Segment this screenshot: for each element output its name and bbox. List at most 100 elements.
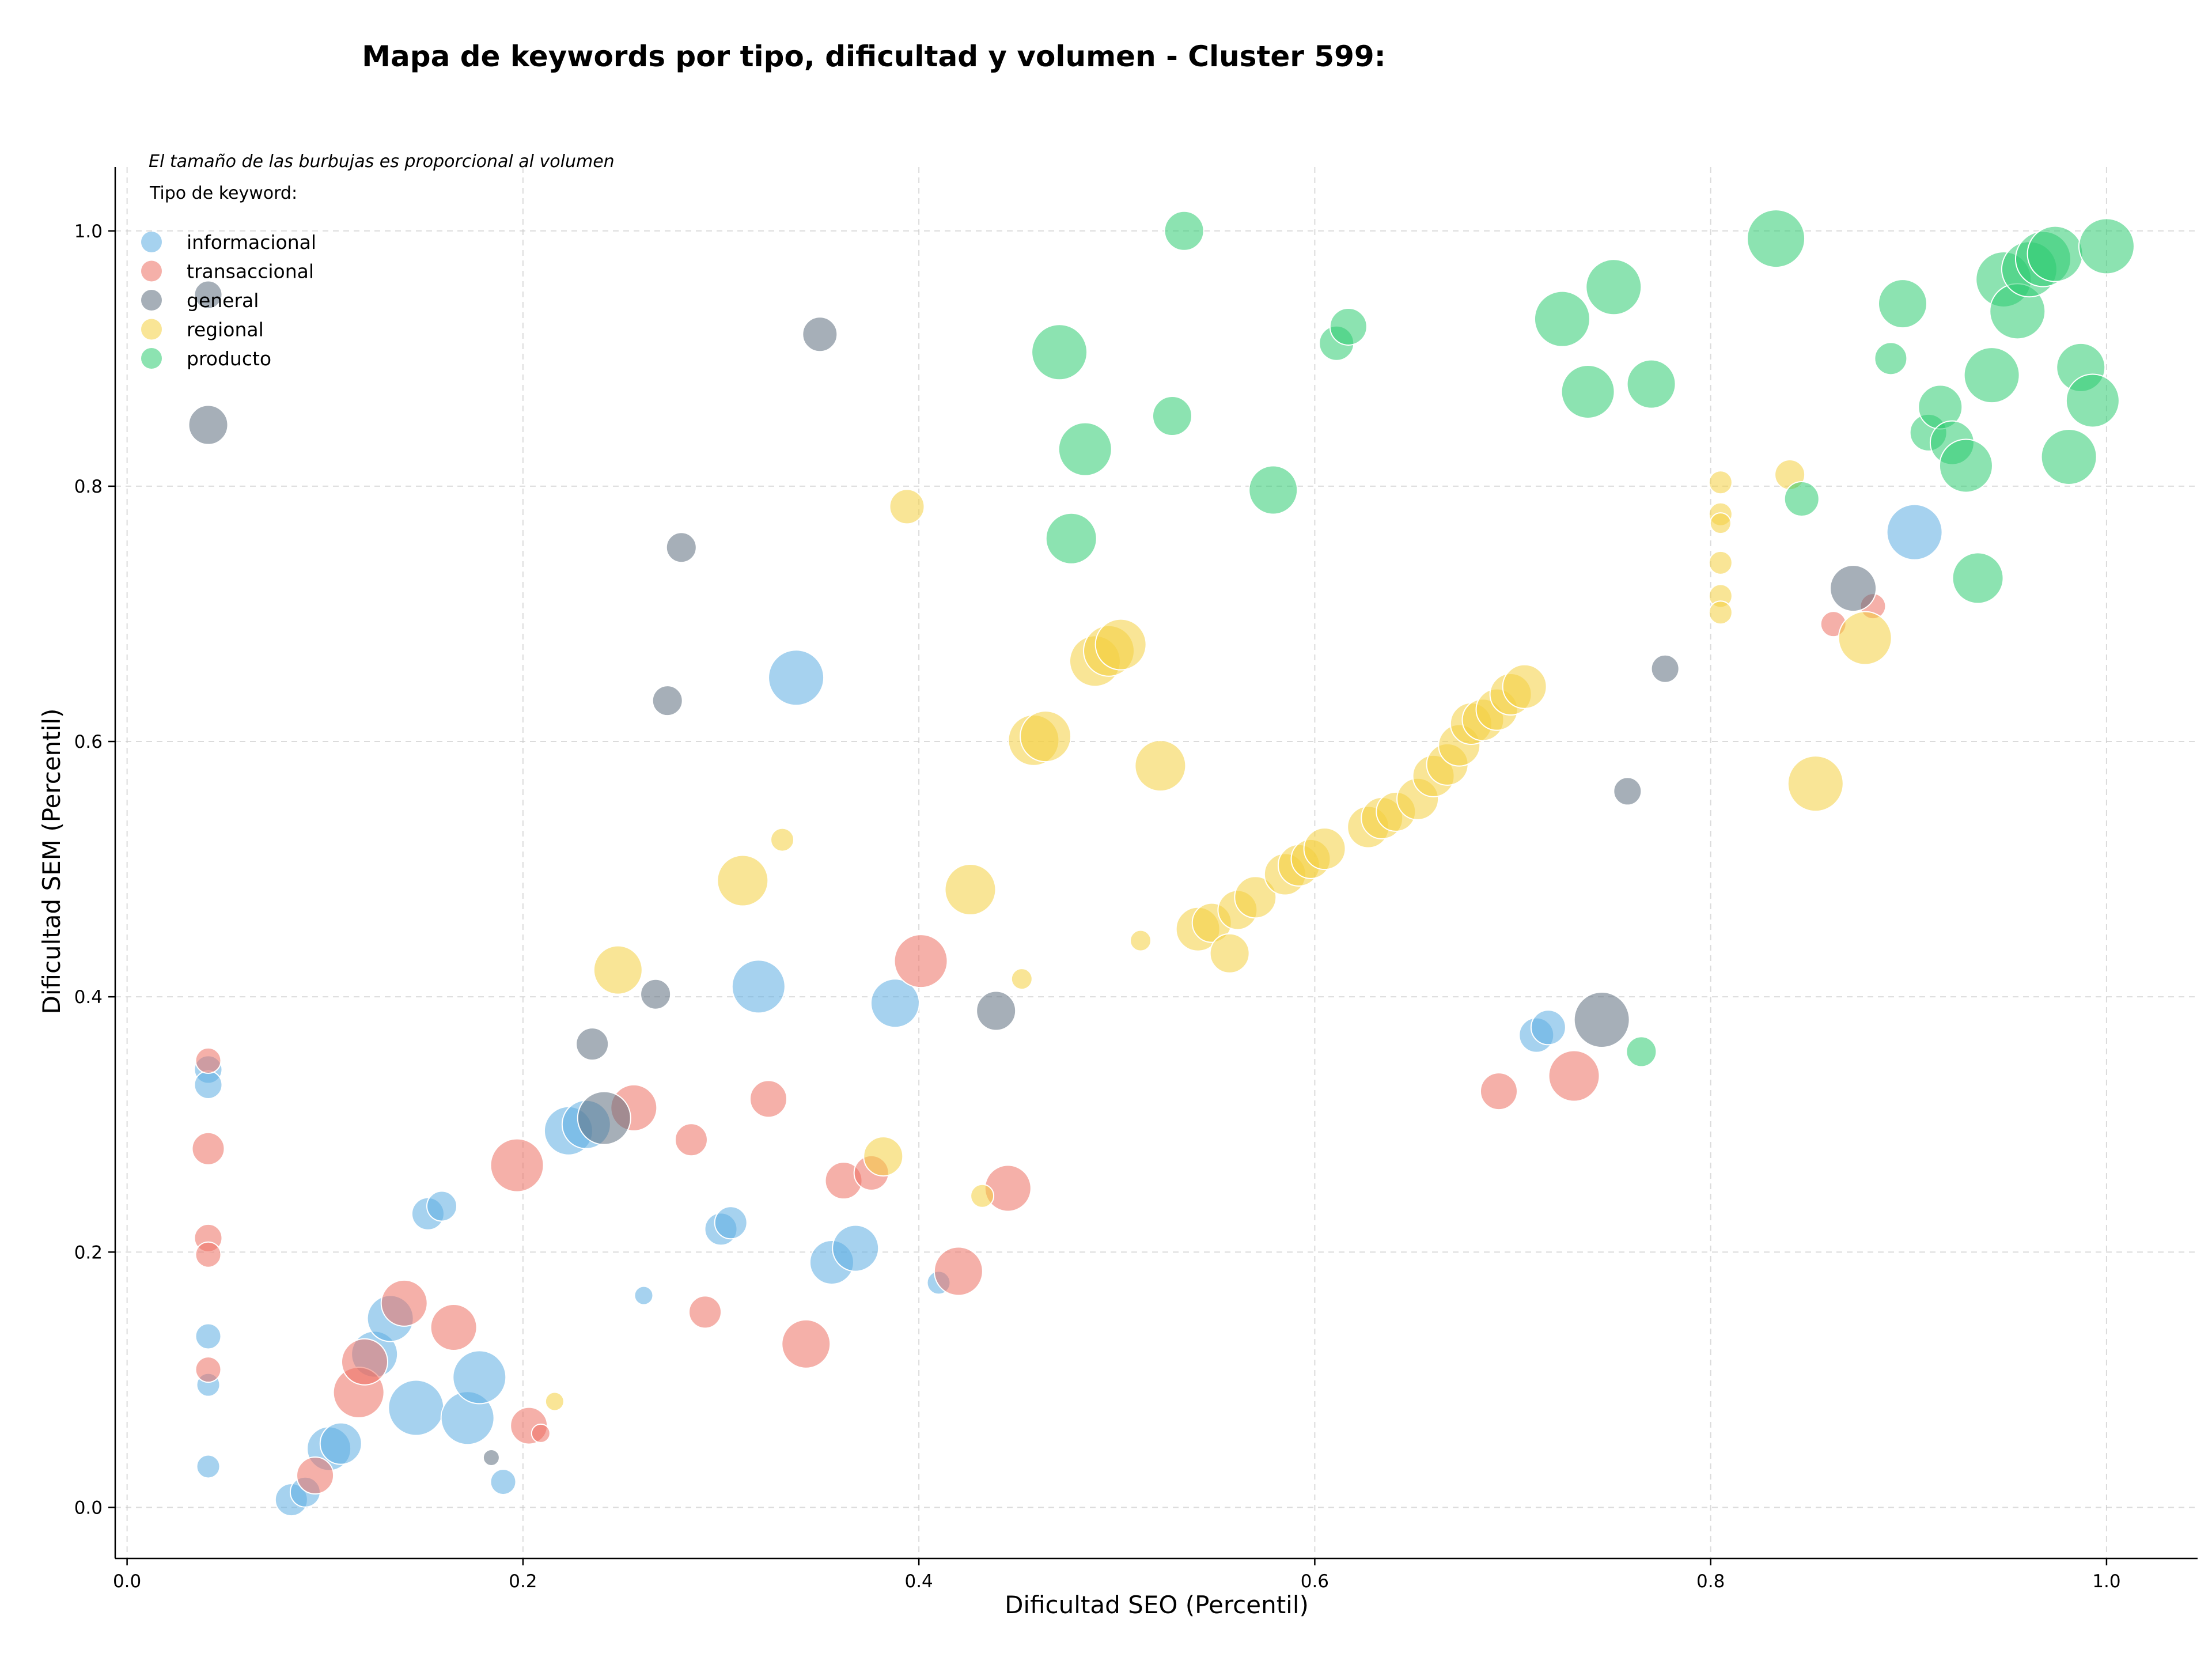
bubble-regional: [944, 864, 997, 916]
legend-marker-informacional: [141, 232, 162, 252]
bubble-informacional: [196, 1454, 221, 1479]
legend-label-transaccional: transaccional: [187, 260, 314, 283]
x-tick-label: 1.0: [2092, 1571, 2120, 1592]
bubble-general: [188, 404, 229, 445]
bubble-regional: [889, 489, 925, 525]
bubble-producto: [1874, 342, 1908, 376]
bubble-regional: [1708, 470, 1733, 495]
bubble-regional: [593, 945, 643, 995]
bubble-producto: [1952, 552, 2004, 604]
bubble-producto: [1560, 364, 1615, 419]
y-tick-label: 0.6: [74, 732, 103, 752]
bubble-general: [1830, 565, 1877, 612]
bubble-informacional: [832, 1224, 880, 1272]
bubble-general: [194, 280, 223, 309]
bubble-regional: [1134, 740, 1187, 792]
bubble-informacional: [388, 1379, 445, 1436]
x-tick-label: 0.6: [1301, 1571, 1329, 1592]
series-regional: [544, 459, 1892, 1412]
x-axis-label: Dificultad SEO (Percentil): [1005, 1591, 1309, 1619]
bubble-regional: [1502, 664, 1547, 709]
y-tick-label: 0.2: [74, 1242, 103, 1263]
legend-marker-producto: [141, 348, 162, 369]
bubble-informacional: [194, 1070, 223, 1100]
bubble-transaccional: [340, 1338, 388, 1386]
bubble-producto: [1248, 465, 1298, 515]
legend-items: informacional transaccional general regiona…: [141, 231, 316, 370]
bubble-general: [577, 1091, 631, 1145]
bubble-informacional: [731, 959, 786, 1014]
bubble-producto: [1783, 481, 1820, 517]
grid: [115, 167, 2198, 1558]
bubble-regional: [1708, 550, 1733, 575]
bubble-general: [802, 316, 838, 353]
bubble-regional: [1234, 876, 1277, 919]
bubble-general: [1650, 654, 1680, 683]
bubble-informacional: [1530, 1009, 1566, 1046]
series-informacional: [194, 504, 1943, 1517]
bubble-producto: [2027, 225, 2084, 282]
legend-marker-transaccional: [141, 260, 162, 282]
bubble-regional: [1209, 933, 1250, 974]
bubble-informacional: [870, 978, 920, 1028]
x-tick-label: 0.4: [904, 1571, 933, 1592]
bubble-informacional: [768, 649, 825, 706]
bubble-regional: [1303, 827, 1346, 871]
legend-marker-regional: [141, 319, 162, 340]
bubble-transaccional: [195, 1241, 222, 1268]
axes: [114, 167, 2198, 1560]
legend-label-regional: regional: [187, 319, 264, 341]
bubble-regional: [717, 854, 769, 907]
bubble-regional: [1709, 512, 1732, 535]
bubble-producto: [1626, 359, 1676, 409]
bubble-producto: [1045, 512, 1097, 565]
bubble-general: [575, 1027, 609, 1061]
bubble-transaccional: [531, 1423, 551, 1443]
bubble-transaccional: [781, 1319, 831, 1369]
bubble-informacional: [634, 1285, 654, 1306]
bubble-producto: [1152, 396, 1192, 437]
bubble-informacional: [426, 1190, 457, 1222]
ticks: 0.0 0.2 0.4 0.6 0.8 1.0 0.0 0.2 0.4 0.6 0.8 1.0: [74, 221, 2121, 1592]
y-tick-label: 0.8: [74, 476, 103, 497]
bubble-transaccional: [749, 1080, 787, 1118]
bubble-general: [976, 990, 1017, 1031]
bubble-producto: [2065, 373, 2120, 428]
bubble-producto: [1877, 279, 1927, 329]
bubble-producto: [1164, 210, 1205, 251]
x-tick-label: 0.2: [509, 1571, 537, 1592]
bubble-producto: [1747, 209, 1806, 268]
chart-title: Mapa de keywords por tipo, dificultad y …: [362, 40, 1385, 73]
bubble-transaccional: [195, 1047, 222, 1074]
bubble-transaccional: [984, 1164, 1032, 1212]
bubble-informacional: [452, 1350, 507, 1405]
bubble-transaccional: [893, 934, 948, 989]
bubble-general: [665, 532, 697, 563]
bubble-regional: [1787, 755, 1844, 812]
series-producto: [1031, 209, 2135, 1068]
bubble-transaccional: [674, 1123, 708, 1157]
legend-title: Tipo de keyword:: [149, 183, 297, 203]
bubble-transaccional: [191, 1132, 225, 1166]
y-tick-label: 0.0: [74, 1497, 103, 1518]
bubble-producto: [1585, 259, 1642, 316]
bubble-regional: [1708, 600, 1733, 625]
legend-label-informacional: informacional: [187, 231, 316, 253]
bubble-regional: [1020, 710, 1072, 763]
bubble-general: [652, 685, 683, 717]
bubble-producto: [1626, 1036, 1657, 1068]
bubble-regional: [1010, 968, 1033, 990]
bubble-transaccional: [688, 1295, 722, 1329]
bubble-producto: [2040, 428, 2097, 485]
bubble-regional: [863, 1136, 904, 1177]
bubble-regional: [770, 827, 795, 852]
bubble-general: [1613, 777, 1642, 806]
bubble-transaccional: [195, 1356, 222, 1383]
bubble-producto: [1963, 347, 2020, 404]
bubble-general: [482, 1448, 500, 1466]
bubble-transaccional: [1548, 1050, 1600, 1102]
bubble-producto: [1533, 290, 1590, 347]
legend-note: El tamaño de las burbujas es proporciona…: [149, 152, 615, 172]
bubble-regional: [1838, 611, 1892, 665]
